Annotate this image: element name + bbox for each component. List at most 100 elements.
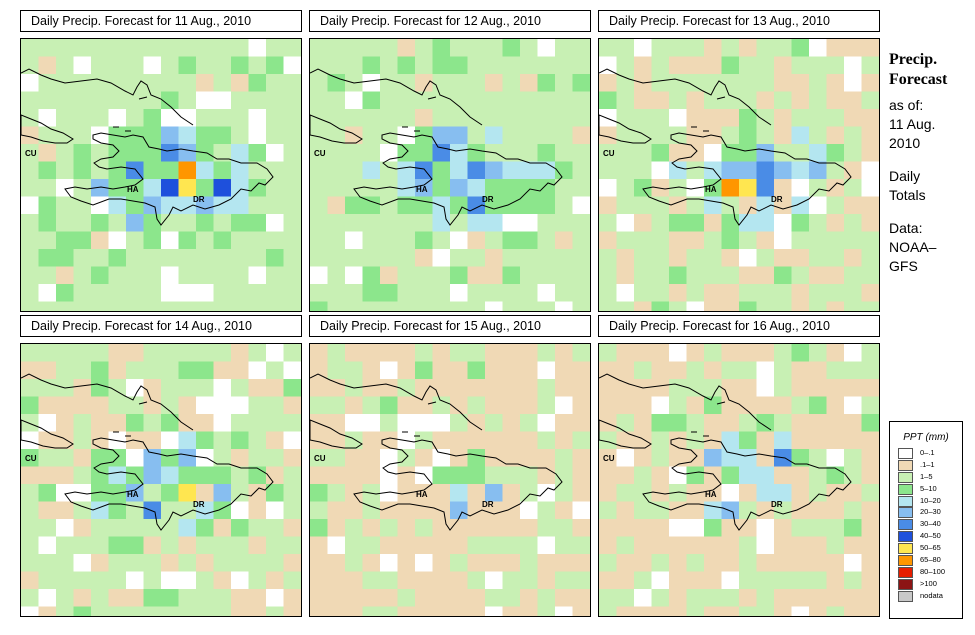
precip-cell	[432, 301, 451, 311]
legend-label: 30–40	[920, 519, 941, 529]
precip-cell	[555, 571, 573, 590]
precip-cell	[432, 284, 451, 302]
legend-label: 65–80	[920, 555, 941, 565]
precip-cell	[502, 554, 521, 572]
precip-cell	[651, 126, 670, 145]
precip-cell	[467, 284, 486, 302]
precip-cell	[669, 449, 687, 467]
precip-cell	[669, 361, 687, 380]
precip-cell	[91, 74, 109, 92]
precip-cell	[143, 484, 162, 502]
precip-cell	[397, 344, 416, 362]
precip-cell	[126, 606, 144, 616]
precip-cell	[669, 144, 687, 162]
precip-cell	[126, 39, 144, 57]
precip-cell	[520, 606, 538, 616]
precip-cell	[686, 161, 705, 180]
precip-cell	[599, 396, 617, 415]
precip-cell	[345, 344, 363, 362]
data-source-line1: NOAA–	[889, 239, 937, 255]
precip-cell	[432, 606, 451, 616]
precip-cell	[809, 266, 827, 285]
precip-cell	[599, 39, 617, 57]
precip-cell	[310, 396, 328, 415]
precip-cell	[450, 231, 468, 250]
precip-cell	[283, 126, 301, 145]
precip-cell	[327, 109, 346, 127]
precip-cell	[196, 284, 214, 302]
precip-cell	[196, 109, 214, 127]
precip-cell	[651, 249, 670, 267]
precip-cell	[572, 361, 590, 380]
map-label-cuba: CU	[314, 454, 326, 463]
precip-cell	[380, 589, 398, 607]
precip-cell	[432, 161, 451, 180]
precip-cell	[651, 144, 670, 162]
precip-cell	[38, 74, 57, 92]
precip-cell	[467, 91, 486, 110]
precip-cell	[704, 414, 722, 432]
precip-cell	[520, 396, 538, 415]
precip-cell	[555, 501, 573, 520]
precip-cell	[555, 431, 573, 450]
precip-cell	[826, 126, 845, 145]
precip-cell	[178, 554, 197, 572]
precip-cell	[310, 571, 328, 590]
precip-cell	[21, 536, 39, 555]
precip-cell	[143, 379, 162, 397]
precip-cell	[345, 571, 363, 590]
precip-cell	[756, 536, 775, 555]
precip-cell	[686, 536, 705, 555]
precip-cell	[467, 379, 486, 397]
precip-cell	[21, 484, 39, 502]
precip-cell	[73, 431, 92, 450]
precip-cell	[756, 179, 775, 197]
precip-cell	[520, 39, 538, 57]
precip-cell	[108, 361, 127, 380]
precip-cell	[310, 126, 328, 145]
precip-cell	[861, 606, 879, 616]
precip-cell	[669, 396, 687, 415]
precip-cell	[826, 466, 845, 485]
precip-cell	[450, 536, 468, 555]
precip-cell	[520, 466, 538, 485]
precip-cell	[73, 144, 92, 162]
precip-cell	[266, 126, 284, 145]
precip-cell	[310, 56, 328, 75]
precip-cell	[686, 519, 705, 537]
precip-cell	[756, 301, 775, 311]
precip-cell	[555, 126, 573, 145]
map-label-dr: DR	[771, 500, 783, 509]
precip-cell	[213, 484, 232, 502]
precip-cell	[520, 571, 538, 590]
precip-cell	[21, 39, 39, 57]
precip-cell	[415, 414, 433, 432]
precip-cell	[231, 39, 249, 57]
precip-cell	[686, 501, 705, 520]
precip-cell	[345, 466, 363, 485]
precip-cell	[310, 414, 328, 432]
precip-cell	[537, 301, 556, 311]
precip-cell	[756, 431, 775, 450]
precip-cell	[345, 249, 363, 267]
precip-cell	[178, 361, 197, 380]
precip-cell	[669, 554, 687, 572]
precip-cell	[266, 519, 284, 537]
precip-cell	[739, 571, 757, 590]
precip-cell	[502, 249, 521, 267]
precip-cell	[21, 361, 39, 380]
precip-cell	[362, 501, 381, 520]
precip-cell	[844, 284, 862, 302]
precip-cell	[634, 466, 652, 485]
precip-cell	[485, 466, 503, 485]
legend-swatch	[898, 578, 913, 590]
cuba-coast	[21, 373, 194, 431]
precip-cell	[397, 606, 416, 616]
precip-cell	[634, 589, 652, 607]
precip-cell	[485, 379, 503, 397]
precip-cell	[108, 284, 127, 302]
precip-cell	[739, 161, 757, 180]
precip-cell	[861, 214, 879, 232]
precip-cell	[616, 536, 635, 555]
precip-cell	[572, 431, 590, 450]
